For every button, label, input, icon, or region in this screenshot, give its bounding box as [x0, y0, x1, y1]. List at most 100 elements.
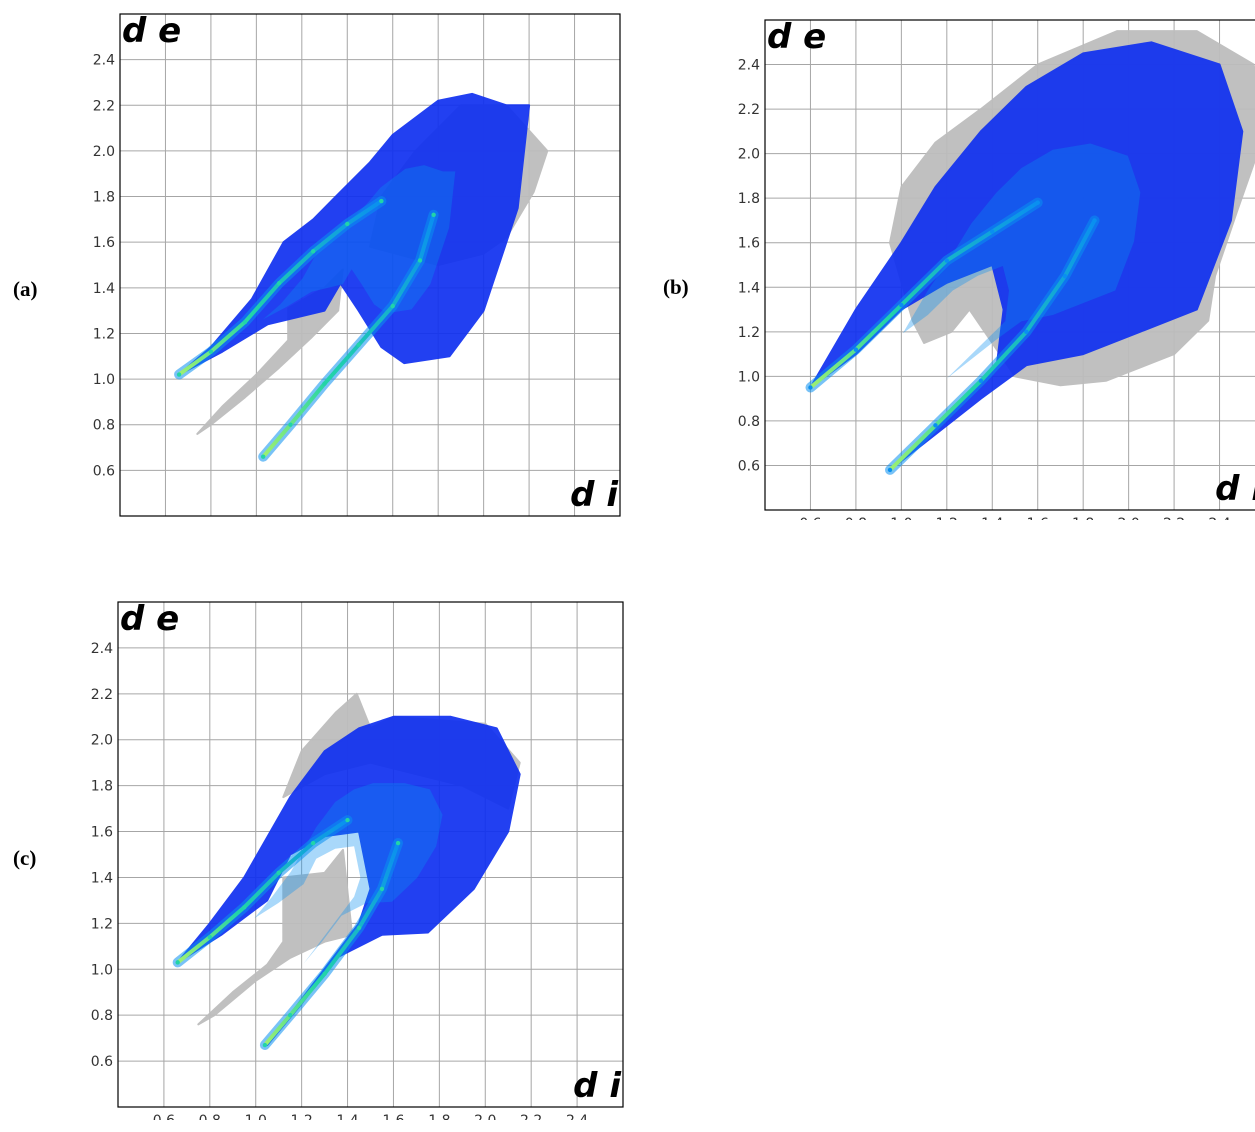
x-tick-label: 1.0 [890, 516, 912, 520]
y-tick-label: 0.6 [91, 1054, 113, 1070]
spike-point [1092, 218, 1097, 223]
y-tick-label: 2.0 [738, 147, 760, 163]
x-tick-label: 1.0 [245, 1113, 267, 1120]
fingerprint-core [254, 783, 443, 964]
spike-point [356, 925, 362, 931]
y-tick-label: 1.0 [93, 372, 115, 388]
x-tick-label: 0.6 [799, 516, 821, 520]
plot-series-group [805, 30, 1255, 475]
x-tick-label: 0.8 [199, 1113, 221, 1120]
y-tick-label: 1.8 [91, 779, 113, 795]
y-tick-label: 0.6 [738, 458, 760, 474]
spike-point [260, 454, 266, 459]
y-tick-label: 1.6 [93, 235, 115, 251]
spike-point [379, 198, 384, 204]
x-tick-label: 1.4 [981, 516, 1003, 520]
spike-point [242, 319, 248, 325]
spike-point [990, 229, 995, 234]
spike-point [322, 381, 327, 386]
fingerprint-plot-a-svg: 0.60.81.01.21.41.61.82.02.22.40.60.81.01… [93, 11, 621, 538]
x-tick-label: 1.6 [382, 1113, 404, 1120]
y-tick-label: 0.8 [93, 418, 115, 434]
spike-line [175, 818, 350, 965]
spike-point [1024, 329, 1029, 335]
x-tick-label: 1.8 [1072, 516, 1094, 520]
spike-point [390, 303, 395, 309]
spike-point [978, 378, 984, 384]
plot-series-group [174, 92, 549, 462]
y-tick-label: 1.4 [91, 870, 113, 886]
spike-point [176, 372, 182, 377]
spike-point [310, 840, 316, 846]
x-axis-label: d i [1215, 469, 1255, 509]
y-tick-label: 1.8 [738, 191, 760, 207]
y-tick-label: 0.8 [738, 414, 760, 430]
y-tick-label: 1.2 [738, 325, 760, 341]
fingerprint-plot-c-svg: 0.6 0.8 1.0 1.2 1.4 1.6 1.8 2.0 2.2 2.4 0.6 0.8 1.0 1… [91, 599, 624, 1129]
x-tick-label: 1.2 [936, 516, 958, 520]
shadow-region [197, 848, 354, 1026]
y-tick-label: 2.2 [738, 102, 760, 118]
y-tick-label: 2.4 [93, 53, 115, 69]
y-tick-label: 0.8 [91, 1008, 113, 1024]
y-tick-label: 1.8 [93, 190, 115, 206]
plot-frame [117, 601, 624, 1108]
spike-point [808, 385, 813, 390]
y-tick-label: 2.2 [93, 98, 115, 114]
spike-point [356, 342, 361, 348]
x-tick-label: 2.0 [474, 1113, 496, 1120]
y-tick-label: 1.6 [91, 825, 113, 841]
x-tick-label: 1.2 [291, 1113, 313, 1120]
x-tick-label: 2.4 [566, 1113, 588, 1120]
y-tick-label: 1.4 [738, 280, 760, 296]
y-axis-label: d e [767, 17, 826, 57]
y-axis-label: d e [120, 599, 179, 639]
y-tick-label: 0.6 [93, 463, 115, 479]
y-tick-label: 2.0 [91, 733, 113, 749]
spike-point [288, 422, 293, 427]
spike-point [1035, 200, 1040, 205]
y-tick-label: 2.4 [91, 641, 113, 657]
x-tick-label: 1.6 [1027, 516, 1049, 520]
x-tick-label: 2.2 [1163, 516, 1185, 520]
x-tick-label: 0.8 [845, 516, 867, 520]
spike-point [1062, 273, 1068, 279]
spike-line [808, 200, 1040, 390]
y-tick-label: 1.0 [91, 962, 113, 978]
spike-point [944, 258, 950, 263]
spike-point [933, 423, 938, 428]
spike-point [287, 1012, 293, 1018]
spike-point [276, 281, 282, 286]
y-tick-label: 1.4 [93, 281, 115, 297]
y-tick-label: 1.0 [738, 369, 760, 385]
spike-point [175, 960, 180, 965]
panel-label-c: (c) [13, 846, 37, 870]
x-tick-label: 1.4 [336, 1113, 358, 1120]
spike-point [887, 467, 893, 473]
y-tick-label: 1.2 [93, 326, 115, 342]
x-axis-label: d i [573, 1066, 622, 1106]
y-tick-label: 1.2 [91, 916, 113, 932]
spike-point [431, 212, 436, 217]
panel-label-b: (b) [663, 275, 689, 299]
x-tick-label: 0.6 [153, 1113, 175, 1120]
spike-point [322, 971, 327, 977]
spike-point [899, 302, 904, 308]
x-tick-label: 2.0 [1118, 516, 1140, 520]
spike-point [853, 347, 859, 352]
spike-point [208, 349, 214, 354]
panel-label-a: (a) [13, 277, 38, 301]
plot-series-group [172, 692, 521, 1050]
spike-point [395, 840, 401, 846]
spike-point [379, 886, 385, 892]
spike-point [345, 221, 350, 227]
y-tick-label: 2.0 [93, 144, 115, 160]
fingerprint-core [902, 143, 1141, 379]
x-axis-label: d i [570, 475, 619, 515]
spike-point [345, 817, 350, 823]
y-tick-label: 2.2 [91, 687, 113, 703]
y-tick-label: 1.6 [738, 236, 760, 252]
spike-point [242, 905, 247, 910]
y-axis-label: d e [122, 11, 181, 51]
spike-line [888, 218, 1097, 472]
